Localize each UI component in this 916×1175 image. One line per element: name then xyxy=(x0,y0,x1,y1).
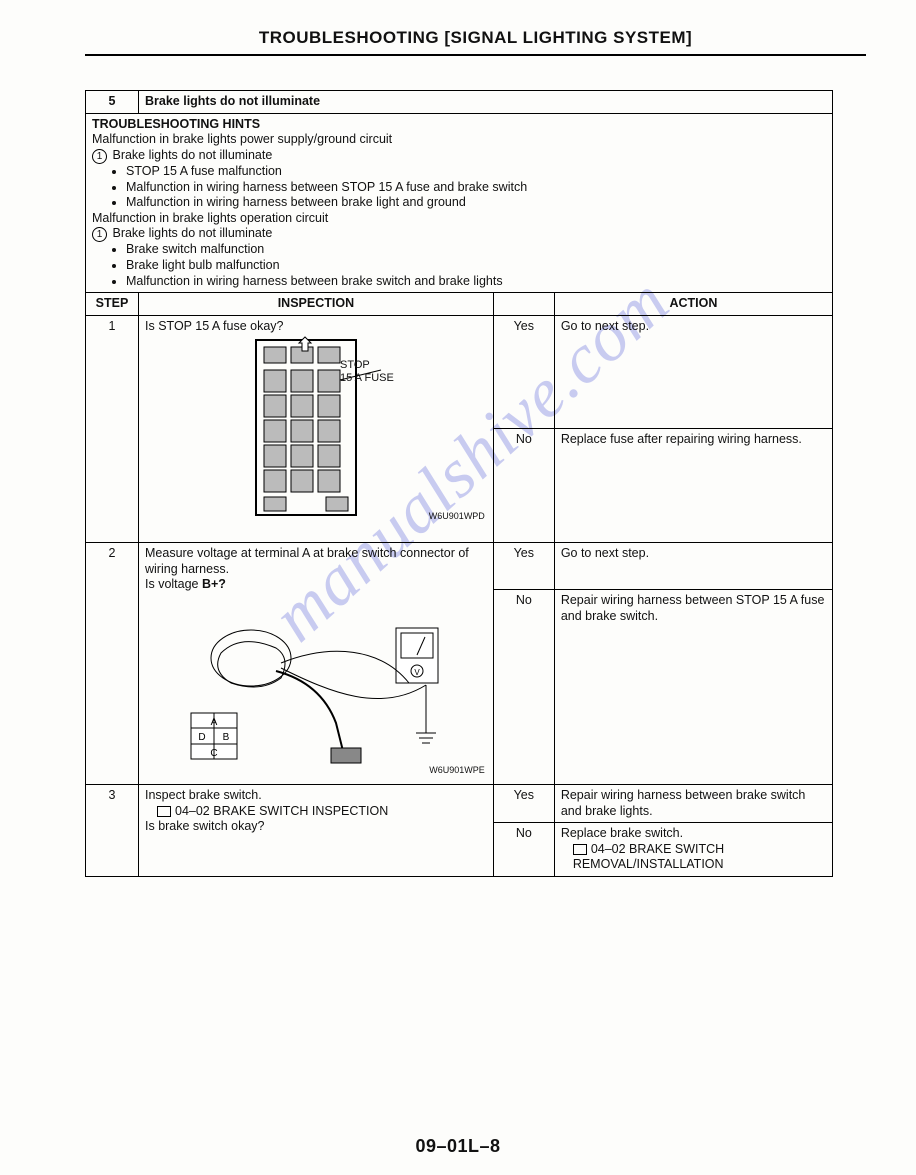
wiring-diagram: V A D B xyxy=(145,593,487,778)
page-number: 09–01L–8 xyxy=(0,1136,916,1157)
fusebox-icon xyxy=(186,335,446,520)
svg-text:C: C xyxy=(210,748,217,759)
action-text: Repair wiring harness between brake swit… xyxy=(554,784,832,822)
action-text: Repair wiring harness between STOP 15 A … xyxy=(554,589,832,784)
col-action: ACTION xyxy=(554,293,832,316)
ref-text: 04–02 BRAKE SWITCH INSPECTION xyxy=(175,804,388,818)
item-title: Brake lights do not illuminate xyxy=(139,91,833,114)
action-cell: Replace brake switch. 04–02 BRAKE SWITCH… xyxy=(554,823,832,877)
inspection-text: Is voltage B+? xyxy=(145,577,487,593)
inspection-cell: Is STOP 15 A fuse okay? xyxy=(139,315,494,542)
image-code: W6U901WPD xyxy=(429,511,485,522)
svg-text:A: A xyxy=(211,717,218,728)
fuse-label: 15 A FUSE xyxy=(340,372,394,386)
reference-icon xyxy=(157,806,171,817)
no-label: No xyxy=(493,823,554,877)
no-label: No xyxy=(493,589,554,784)
hints-sub-text: Brake lights do not illuminate xyxy=(112,226,272,240)
col-inspection: INSPECTION xyxy=(139,293,494,316)
action-text: Go to next step. xyxy=(554,542,832,589)
col-yn-blank xyxy=(493,293,554,316)
meter-v-label: V xyxy=(414,668,420,677)
title-row: 5 Brake lights do not illuminate xyxy=(86,91,833,114)
action-text: Replace brake switch. xyxy=(561,826,826,842)
step-number: 2 xyxy=(86,542,139,784)
fuse-label: STOP xyxy=(340,359,394,373)
svg-text:B: B xyxy=(223,732,230,743)
ref-text: 04–02 BRAKE SWITCH REMOVAL/INSTALLATION xyxy=(573,842,724,872)
item-number: 5 xyxy=(86,91,139,114)
reference-icon xyxy=(573,844,587,855)
hints-line: Malfunction in brake lights operation ci… xyxy=(92,211,826,227)
page-title: TROUBLESHOOTING [SIGNAL LIGHTING SYSTEM] xyxy=(85,28,866,56)
inspection-text: Inspect brake switch. xyxy=(145,788,487,804)
troubleshooting-table: 5 Brake lights do not illuminate TROUBLE… xyxy=(85,90,833,877)
circled-one-icon: 1 xyxy=(92,227,107,242)
inspection-text: Is STOP 15 A fuse okay? xyxy=(145,319,487,335)
inspection-cell: Inspect brake switch. 04–02 BRAKE SWITCH… xyxy=(139,784,494,876)
brake-switch-icon: V A D B xyxy=(181,593,451,773)
hints-heading: TROUBLESHOOTING HINTS xyxy=(92,117,826,133)
table-row: 2 Measure voltage at terminal A at brake… xyxy=(86,542,833,589)
inspection-bold: B+? xyxy=(202,577,226,591)
hints-line: Malfunction in brake lights power supply… xyxy=(92,132,826,148)
action-text: Go to next step. xyxy=(554,315,832,429)
inspection-cell: Measure voltage at terminal A at brake s… xyxy=(139,542,494,784)
fuse-diagram: STOP 15 A FUSE W6U901WPD xyxy=(145,335,487,525)
inspection-text: Measure voltage at terminal A at brake s… xyxy=(145,546,487,577)
no-label: No xyxy=(493,429,554,543)
hints-bullet: Malfunction in wiring harness between ST… xyxy=(126,180,826,196)
action-ref: 04–02 BRAKE SWITCH REMOVAL/INSTALLATION xyxy=(561,842,826,873)
yes-label: Yes xyxy=(493,542,554,589)
inspection-ref: 04–02 BRAKE SWITCH INSPECTION xyxy=(145,804,487,820)
image-code: W6U901WPE xyxy=(429,765,485,776)
step-number: 1 xyxy=(86,315,139,542)
hints-subhead: 1 Brake lights do not illuminate xyxy=(92,148,826,164)
table-header-row: STEP INSPECTION ACTION xyxy=(86,293,833,316)
hints-bullet: Malfunction in wiring harness between br… xyxy=(126,195,826,211)
hints-subhead: 1 Brake lights do not illuminate xyxy=(92,226,826,242)
circled-one-icon: 1 xyxy=(92,149,107,164)
yes-label: Yes xyxy=(493,784,554,822)
hints-cell: TROUBLESHOOTING HINTS Malfunction in bra… xyxy=(86,113,833,293)
hints-bullet: Malfunction in wiring harness between br… xyxy=(126,274,826,290)
action-text: Replace fuse after repairing wiring harn… xyxy=(554,429,832,543)
hints-sub-text: Brake lights do not illuminate xyxy=(112,148,272,162)
hints-list: STOP 15 A fuse malfunction Malfunction i… xyxy=(126,164,826,211)
inspection-text: Is brake switch okay? xyxy=(145,819,487,835)
hints-list: Brake switch malfunction Brake light bul… xyxy=(126,242,826,289)
yes-label: Yes xyxy=(493,315,554,429)
hints-bullet: Brake light bulb malfunction xyxy=(126,258,826,274)
step-number: 3 xyxy=(86,784,139,876)
inspection-text-span: Is voltage xyxy=(145,577,202,591)
hints-row: TROUBLESHOOTING HINTS Malfunction in bra… xyxy=(86,113,833,293)
hints-bullet: STOP 15 A fuse malfunction xyxy=(126,164,826,180)
svg-text:D: D xyxy=(198,732,205,743)
hints-bullet: Brake switch malfunction xyxy=(126,242,826,258)
col-step: STEP xyxy=(86,293,139,316)
table-row: 1 Is STOP 15 A fuse okay? xyxy=(86,315,833,429)
page: TROUBLESHOOTING [SIGNAL LIGHTING SYSTEM]… xyxy=(0,0,916,1175)
table-row: 3 Inspect brake switch. 04–02 BRAKE SWIT… xyxy=(86,784,833,822)
